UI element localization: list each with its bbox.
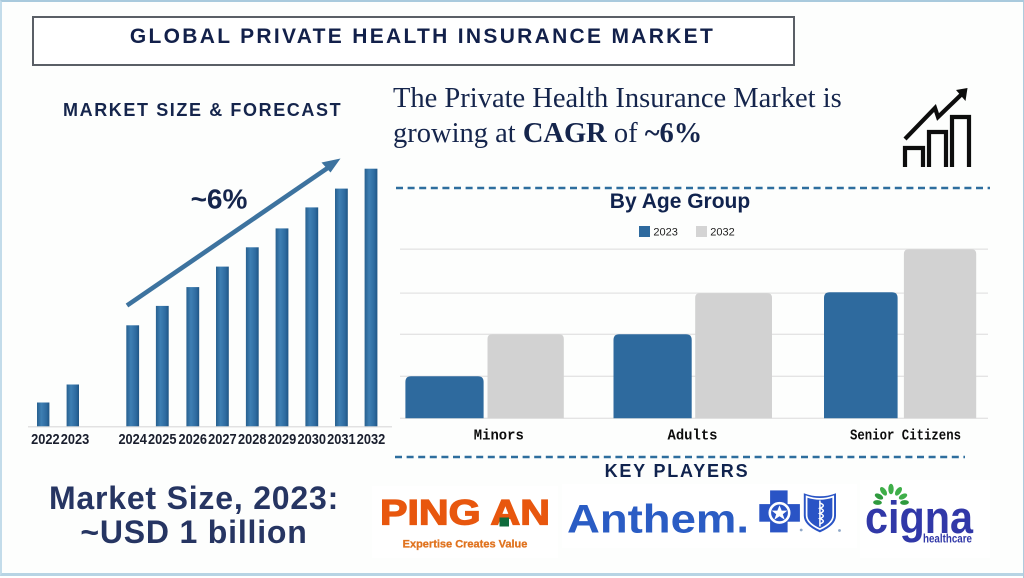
svg-text:2030: 2030 <box>298 432 327 447</box>
svg-text:Anthem.: Anthem. <box>567 498 749 542</box>
svg-text:cigna: cigna <box>865 492 974 543</box>
svg-text:2028: 2028 <box>238 432 267 447</box>
svg-text:Adults: Adults <box>668 428 718 445</box>
svg-text:2025: 2025 <box>148 432 177 447</box>
svg-text:~6%: ~6% <box>191 184 248 215</box>
svg-text:2032: 2032 <box>357 432 386 447</box>
svg-text:2022: 2022 <box>31 432 60 447</box>
svg-text:Senior Citizens: Senior Citizens <box>850 428 961 445</box>
svg-text:Expertise Creates Value: Expertise Creates Value <box>403 539 528 551</box>
svg-text:2024: 2024 <box>118 432 147 447</box>
svg-text:2026: 2026 <box>179 432 208 447</box>
svg-text:Minors: Minors <box>474 428 524 445</box>
svg-text:healthcare: healthcare <box>923 534 972 546</box>
svg-text:2027: 2027 <box>208 432 237 447</box>
svg-text:2031: 2031 <box>327 432 356 447</box>
svg-text:2023: 2023 <box>61 432 90 447</box>
svg-text:PING AN: PING AN <box>380 494 550 533</box>
svg-text:2029: 2029 <box>268 432 297 447</box>
